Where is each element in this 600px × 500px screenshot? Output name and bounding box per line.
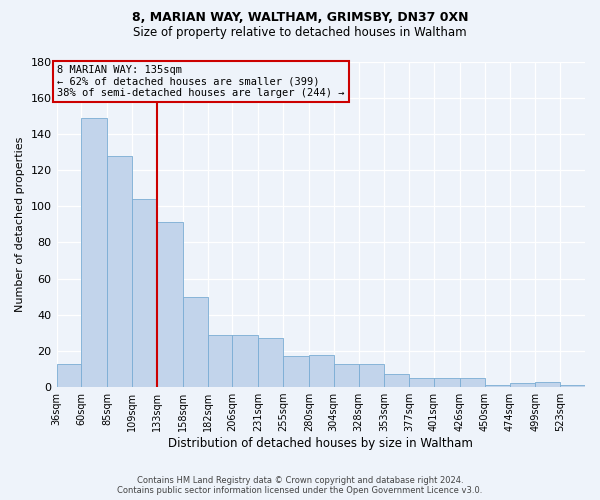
Bar — [409, 378, 434, 387]
Bar — [82, 118, 107, 387]
Bar — [56, 364, 82, 387]
Text: Contains HM Land Registry data © Crown copyright and database right 2024.: Contains HM Land Registry data © Crown c… — [137, 476, 463, 485]
Bar — [157, 222, 183, 387]
Text: Size of property relative to detached houses in Waltham: Size of property relative to detached ho… — [133, 26, 467, 39]
Bar — [385, 374, 409, 387]
Bar — [359, 364, 385, 387]
Text: 8, MARIAN WAY, WALTHAM, GRIMSBY, DN37 0XN: 8, MARIAN WAY, WALTHAM, GRIMSBY, DN37 0X… — [132, 11, 468, 24]
Bar — [107, 156, 132, 387]
Bar — [258, 338, 283, 387]
Bar — [334, 364, 359, 387]
Bar — [309, 354, 334, 387]
Bar — [283, 356, 309, 387]
Bar — [485, 386, 509, 387]
Bar — [208, 334, 232, 387]
Text: Contains public sector information licensed under the Open Government Licence v3: Contains public sector information licen… — [118, 486, 482, 495]
Bar — [232, 334, 258, 387]
Text: 8 MARIAN WAY: 135sqm
← 62% of detached houses are smaller (399)
38% of semi-deta: 8 MARIAN WAY: 135sqm ← 62% of detached h… — [57, 65, 344, 98]
X-axis label: Distribution of detached houses by size in Waltham: Distribution of detached houses by size … — [169, 437, 473, 450]
Bar — [509, 384, 535, 387]
Bar — [132, 199, 157, 387]
Bar — [535, 382, 560, 387]
Bar — [183, 296, 208, 387]
Y-axis label: Number of detached properties: Number of detached properties — [15, 136, 25, 312]
Bar — [460, 378, 485, 387]
Bar — [434, 378, 460, 387]
Bar — [560, 386, 585, 387]
